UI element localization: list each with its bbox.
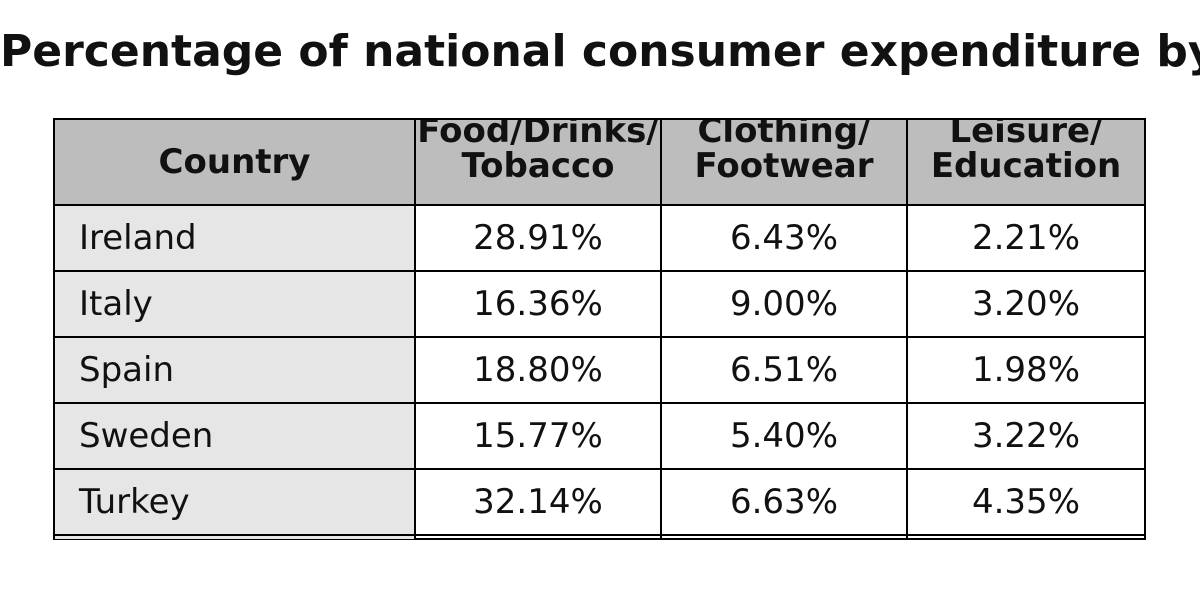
bottom-edge-cell: [660, 534, 908, 539]
column-header-label: Clothing/ Footwear: [694, 120, 874, 186]
country-cell: Turkey: [55, 468, 416, 536]
clothing-footwear-cell: 6.51%: [660, 336, 908, 404]
clothing-footwear-cell: 6.63%: [660, 468, 908, 536]
bottom-edge-cell: [906, 534, 1144, 539]
leisure-education-cell: 3.20%: [906, 270, 1144, 338]
leisure-education-cell: 4.35%: [906, 468, 1144, 536]
table-header-row: Country Food/Drinks/ Tobacco Clothing/ F…: [55, 120, 1144, 206]
food-drinks-tobacco-cell: 16.36%: [414, 270, 662, 338]
table-row: Spain 18.80% 6.51% 1.98%: [55, 336, 1144, 404]
column-header-leisure-education: Leisure/ Education: [906, 120, 1144, 206]
leisure-education-cell: 1.98%: [906, 336, 1144, 404]
food-drinks-tobacco-cell: 18.80%: [414, 336, 662, 404]
country-cell: Ireland: [55, 204, 416, 272]
chart-title: Percentage of national consumer expendit…: [0, 26, 1200, 77]
food-drinks-tobacco-cell: 15.77%: [414, 402, 662, 470]
table-row: Turkey 32.14% 6.63% 4.35%: [55, 468, 1144, 536]
clothing-footwear-cell: 5.40%: [660, 402, 908, 470]
bottom-edge-cell: [414, 534, 662, 539]
food-drinks-tobacco-cell: 28.91%: [414, 204, 662, 272]
table-row: Italy 16.36% 9.00% 3.20%: [55, 270, 1144, 338]
expenditure-table-frame: Country Food/Drinks/ Tobacco Clothing/ F…: [53, 118, 1146, 540]
clothing-footwear-cell: 9.00%: [660, 270, 908, 338]
leisure-education-cell: 3.22%: [906, 402, 1144, 470]
column-header-clothing-footwear: Clothing/ Footwear: [660, 120, 908, 206]
country-cell: Spain: [55, 336, 416, 404]
country-cell: Italy: [55, 270, 416, 338]
table-bottom-edge: [55, 534, 1144, 539]
bottom-edge-cell: [55, 534, 416, 539]
expenditure-table: Country Food/Drinks/ Tobacco Clothing/ F…: [55, 120, 1144, 539]
title-region: Percentage of national consumer expendit…: [0, 0, 1200, 100]
leisure-education-cell: 2.21%: [906, 204, 1144, 272]
clothing-footwear-cell: 6.43%: [660, 204, 908, 272]
food-drinks-tobacco-cell: 32.14%: [414, 468, 662, 536]
table-row: Sweden 15.77% 5.40% 3.22%: [55, 402, 1144, 470]
column-header-label: Leisure/ Education: [930, 120, 1122, 186]
column-header-country: Country: [55, 120, 416, 206]
column-header-label: Food/Drinks/ Tobacco: [417, 120, 659, 186]
column-header-food-drinks-tobacco: Food/Drinks/ Tobacco: [414, 120, 662, 206]
table-row: Ireland 28.91% 6.43% 2.21%: [55, 204, 1144, 272]
country-cell: Sweden: [55, 402, 416, 470]
